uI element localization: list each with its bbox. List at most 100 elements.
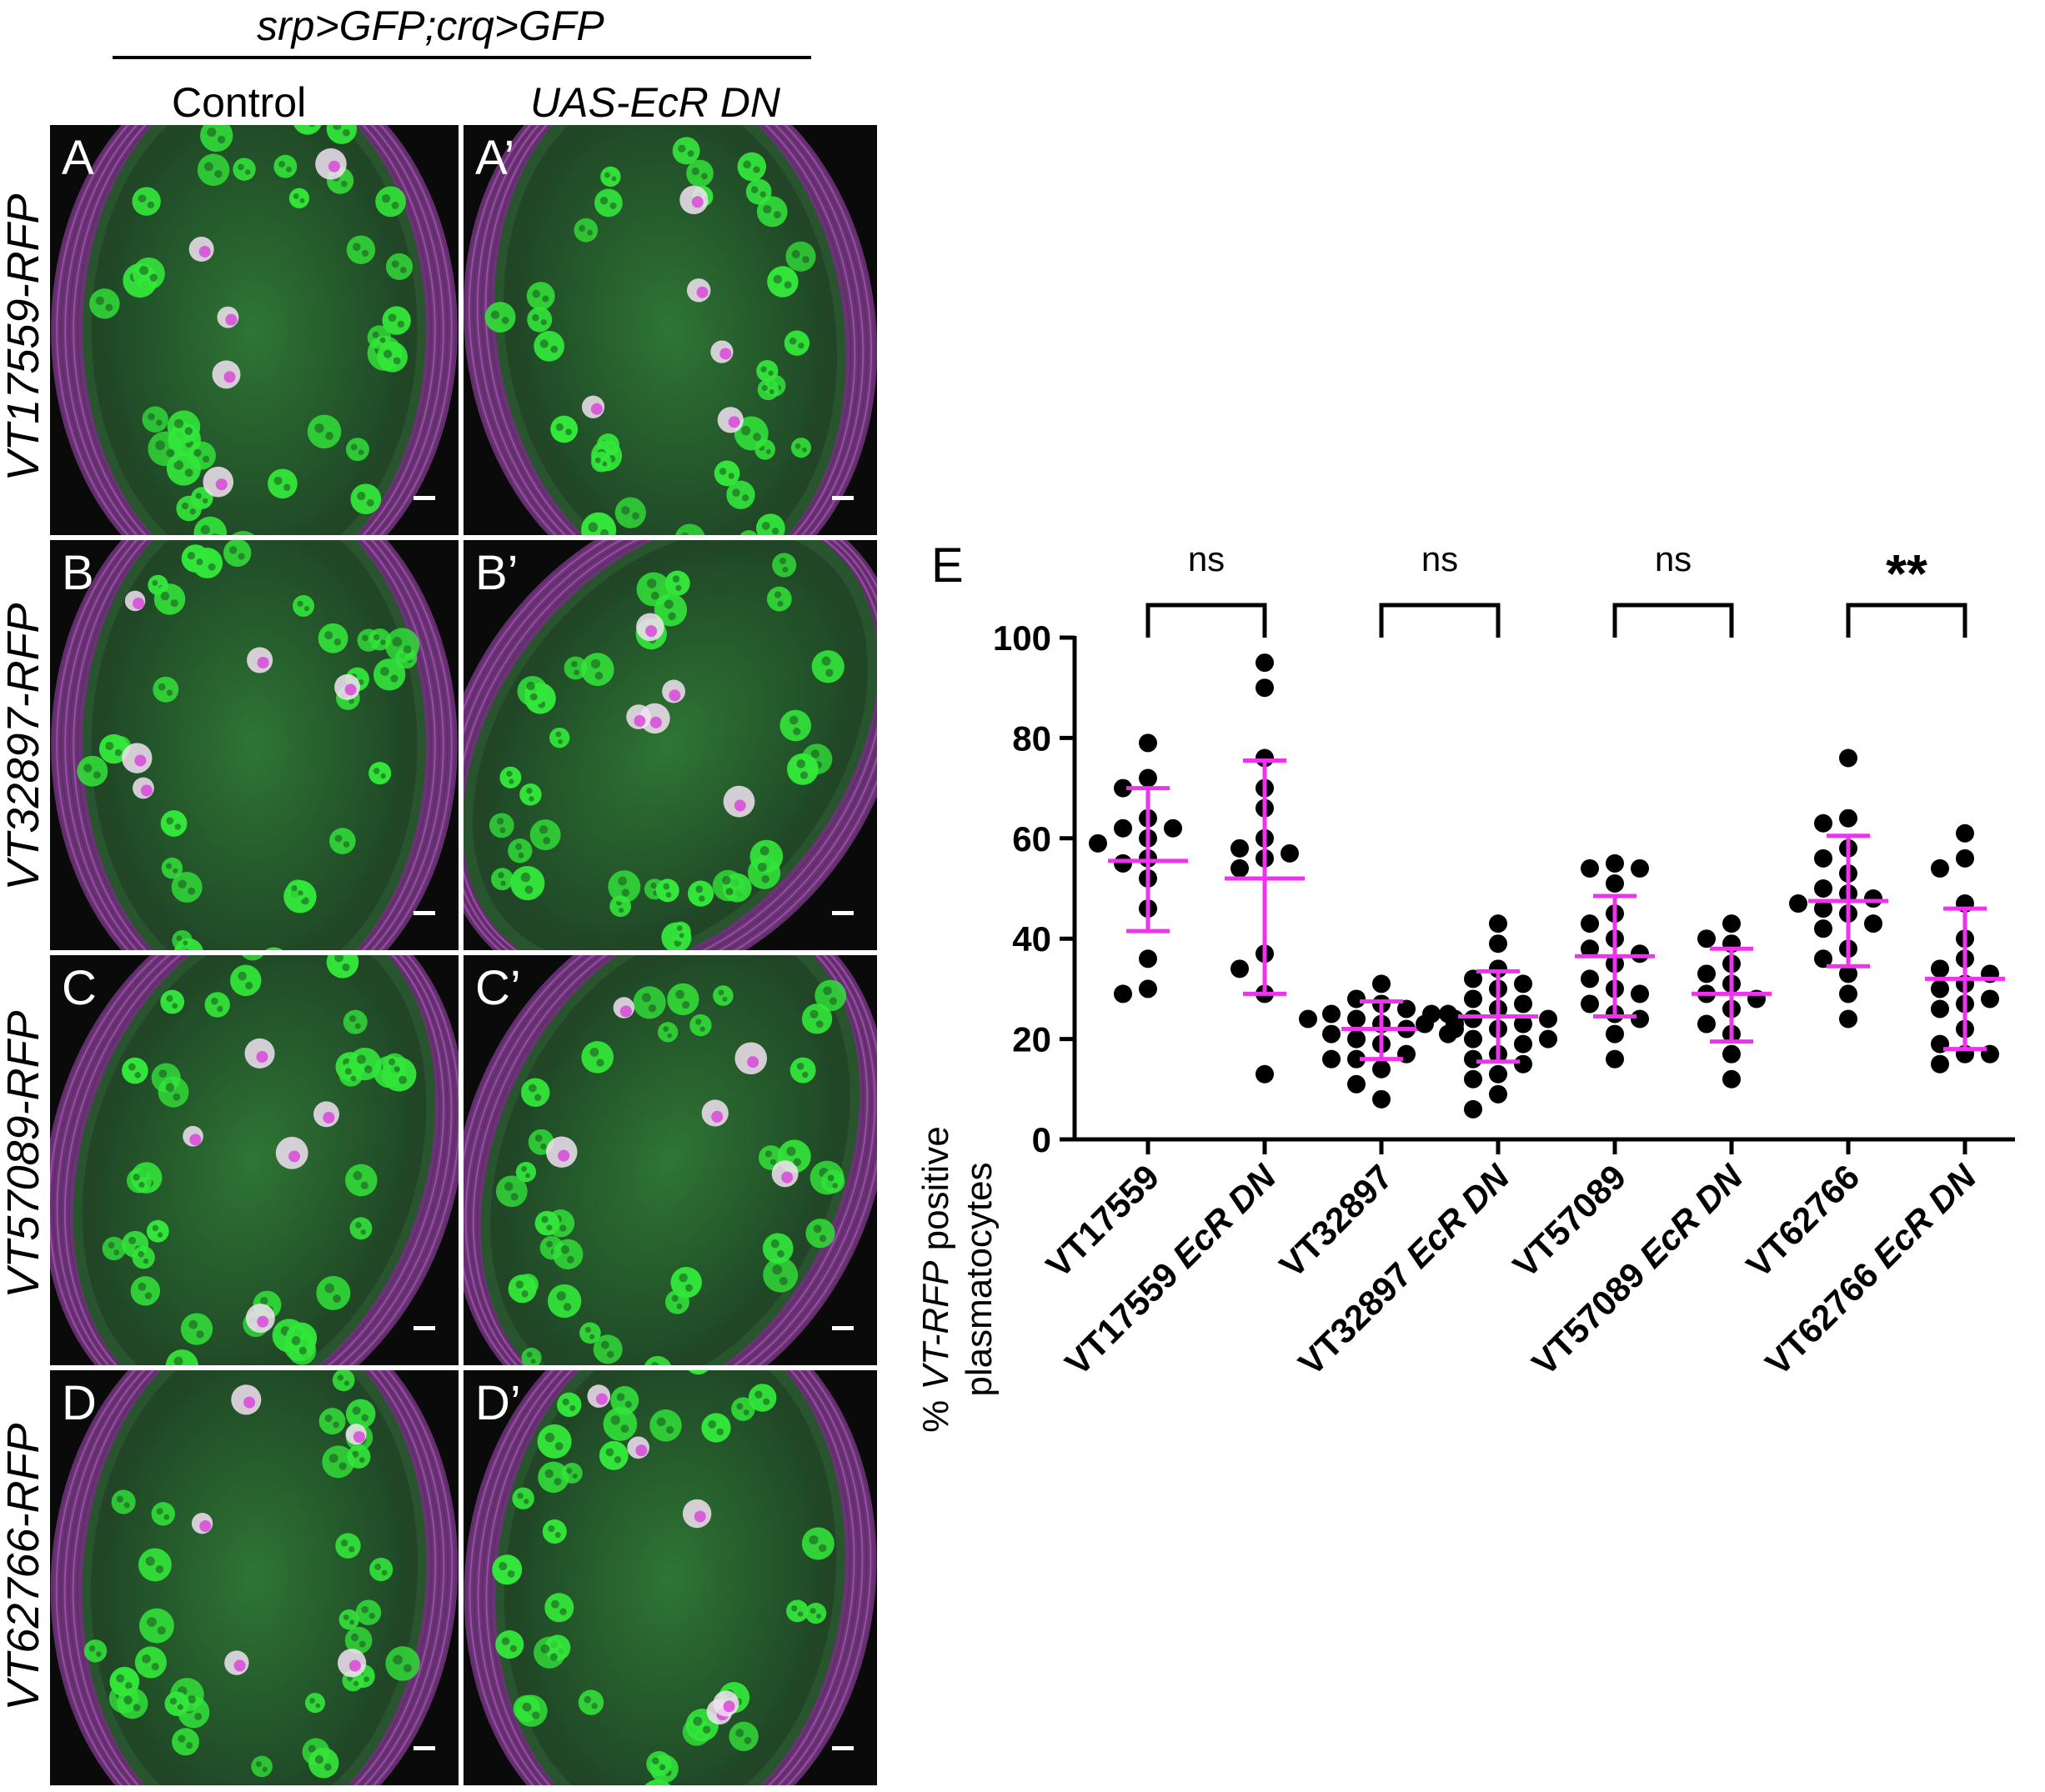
- hemocyte-vacuole: [501, 1637, 510, 1645]
- hemocyte-vacuole: [789, 715, 799, 725]
- hemocyte-vacuole: [380, 773, 386, 779]
- hemocyte-vacuole: [825, 668, 834, 677]
- hemocyte: [307, 414, 342, 449]
- hemocyte: [726, 480, 755, 509]
- hemocyte: [304, 1693, 325, 1714]
- hemocyte-vacuole: [291, 884, 298, 892]
- embryo-image: [51, 125, 458, 535]
- x-tick-label-italic: EcR DN: [1631, 1156, 1751, 1275]
- membrane-stripe: [464, 540, 877, 950]
- hemocyte-vacuole: [675, 989, 685, 999]
- embryo-image: [51, 540, 458, 950]
- hemocyte: [633, 986, 666, 1019]
- hemocyte-vacuole: [178, 879, 187, 888]
- hemocyte-vacuole: [827, 1174, 835, 1182]
- hemocyte-vacuole: [587, 229, 594, 236]
- significance-label: ns: [1188, 539, 1225, 578]
- data-point: [1514, 1014, 1532, 1034]
- hemocyte: [767, 266, 799, 298]
- hemocyte-vacuole: [352, 1406, 361, 1415]
- hemocyte: [603, 1407, 638, 1441]
- data-point: [1539, 1029, 1557, 1049]
- rfp-signal: [256, 1050, 268, 1063]
- hemocyte-vacuole: [555, 731, 562, 738]
- y-axis-label-suffix: positive: [915, 1126, 956, 1260]
- hemocyte: [527, 307, 553, 333]
- hemocyte-vacuole: [819, 1544, 827, 1553]
- micrograph-panel-c: C: [50, 955, 459, 1365]
- data-point: [1114, 853, 1132, 873]
- hemocyte: [491, 868, 514, 891]
- hemocyte-vacuole: [88, 1644, 96, 1652]
- hemocyte: [375, 186, 406, 218]
- hemocyte-vacuole: [116, 1674, 125, 1683]
- hemocyte: [561, 1462, 583, 1484]
- hemocyte-vacuole: [676, 1303, 683, 1309]
- hemocyte: [293, 125, 322, 135]
- data-point: [1864, 914, 1882, 934]
- hemocyte: [326, 955, 359, 979]
- scale-bar: [832, 496, 854, 500]
- rfp-signal: [257, 1315, 269, 1328]
- hemocyte-vacuole: [348, 1015, 357, 1023]
- hemocyte: [180, 1313, 213, 1345]
- data-point: [1931, 999, 1949, 1019]
- panel-label: A’: [475, 131, 515, 185]
- hemocyte: [98, 733, 129, 764]
- hemocyte: [553, 1239, 584, 1270]
- hemocyte-vacuole: [802, 256, 809, 263]
- data-point: [1789, 894, 1807, 914]
- hemocyte: [322, 1445, 355, 1479]
- hemocyte-vacuole: [759, 191, 766, 198]
- data-point: [1322, 1024, 1341, 1044]
- hemocyte-vacuole: [559, 1224, 567, 1232]
- membrane-stripe: [485, 1370, 855, 1785]
- hemocyte: [600, 166, 621, 188]
- membrane-stripe: [52, 540, 457, 950]
- hemocyte-vacuole: [178, 1734, 186, 1743]
- hemocyte-vacuole: [388, 313, 397, 322]
- hemocyte-vacuole: [668, 612, 676, 620]
- hemocyte-vacuole: [794, 443, 801, 449]
- membrane-stripe: [464, 955, 877, 1365]
- membrane-stripe: [56, 955, 453, 1365]
- hemocyte-vacuole: [650, 591, 659, 600]
- row-label-vt57089: VT57089-RFP: [0, 1010, 48, 1299]
- significance-bracket: [1145, 603, 1267, 638]
- x-tick-label: VT62766 EcR DN: [1757, 1156, 1984, 1383]
- micrograph-panel-a: A: [50, 125, 459, 535]
- genotype-underline: [113, 56, 811, 59]
- hemocyte-vacuole: [166, 817, 174, 825]
- hemocyte: [521, 1347, 542, 1365]
- membrane-stripe: [52, 955, 457, 1365]
- hemocyte-vacuole: [298, 890, 303, 896]
- hemocyte-vacuole: [539, 825, 549, 834]
- hemocyte-vacuole: [262, 1766, 268, 1772]
- hemocyte: [308, 1747, 339, 1779]
- data-point: [1256, 1064, 1274, 1084]
- hemocyte-vacuole: [499, 827, 506, 833]
- y-tick-label: 40: [1012, 919, 1051, 959]
- hemocyte-vacuole: [123, 1502, 130, 1509]
- hemocyte-vacuole: [324, 1283, 335, 1294]
- data-point: [1299, 1009, 1317, 1029]
- membrane-stripe: [464, 540, 877, 950]
- hemocyte-vacuole: [342, 128, 350, 137]
- hemocyte-vacuole: [769, 1159, 776, 1165]
- hemocyte: [580, 653, 614, 687]
- hemocyte-vacuole: [188, 1319, 198, 1329]
- data-point: [1464, 1049, 1482, 1069]
- data-point: [1814, 949, 1832, 969]
- hemocyte-vacuole: [559, 1608, 567, 1615]
- data-point: [1464, 1069, 1482, 1089]
- micrograph-panel-b: B: [50, 540, 459, 950]
- hemocyte-vacuole: [687, 150, 694, 158]
- hemocyte-vacuole: [793, 1158, 802, 1167]
- hemocyte-vacuole: [588, 522, 599, 533]
- hemocyte: [233, 158, 256, 181]
- hemocyte: [232, 530, 255, 535]
- data-point: [1697, 1014, 1716, 1034]
- hemocyte: [756, 359, 779, 383]
- hemocyte-vacuole: [333, 638, 342, 646]
- hemocyte-vacuole: [166, 689, 173, 696]
